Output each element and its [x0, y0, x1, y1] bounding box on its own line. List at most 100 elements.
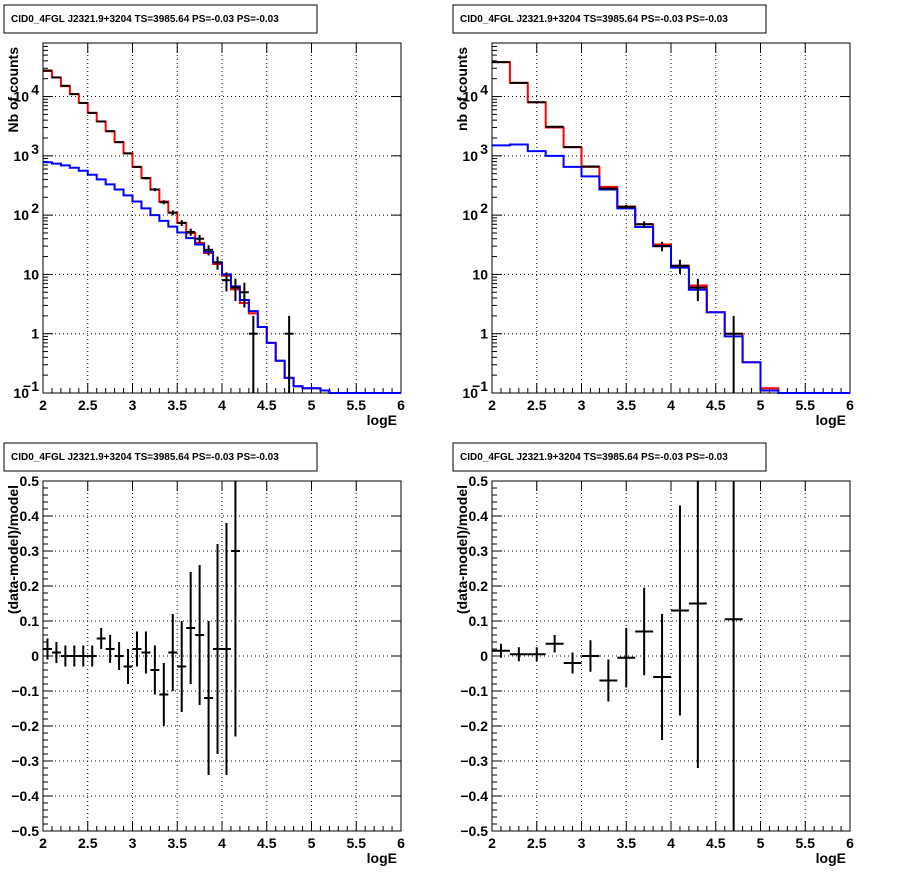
y-tick-label: 0.5 — [20, 473, 40, 489]
y-tick-label: −0.4 — [11, 788, 39, 804]
y-tick-label: 0.4 — [469, 508, 489, 524]
y-tick-label: 10 — [23, 266, 39, 282]
x-tick-label: 2.5 — [527, 835, 547, 851]
x-tick-label: 6 — [846, 835, 854, 851]
chart-title: CID0_4FGL J2321.9+3204 TS=3985.64 PS=-0.… — [460, 452, 728, 463]
x-tick-label: 3.5 — [617, 835, 637, 851]
chart-panel-4: CID0_4FGL J2321.9+3204 TS=3985.64 PS=-0.… — [452, 442, 854, 866]
y-axis-label: nb of counts — [454, 47, 470, 131]
x-tick-label: 2.5 — [78, 397, 98, 413]
y-tick-label: 1 — [31, 326, 39, 342]
y-tick-label: 10 — [13, 148, 29, 164]
y-tick-exponent: −1 — [23, 378, 39, 394]
y-tick-label: 10 — [472, 266, 488, 282]
y-tick-label: 1 — [480, 326, 488, 342]
y-tick-label: −0.5 — [460, 823, 488, 839]
y-tick-label: 0.1 — [469, 613, 489, 629]
x-axis-label: logE — [816, 412, 846, 428]
y-tick-exponent: −1 — [472, 378, 488, 394]
chart-panel-3: CID0_4FGL J2321.9+3204 TS=3985.64 PS=-0.… — [3, 442, 405, 866]
chart-title: CID0_4FGL J2321.9+3204 TS=3985.64 PS=-0.… — [11, 452, 279, 463]
y-tick-label: 10 — [462, 148, 478, 164]
x-tick-label: 6 — [846, 397, 854, 413]
chart-title-box — [452, 4, 767, 34]
y-tick-label: −0.1 — [11, 683, 39, 699]
x-tick-label: 5.5 — [796, 397, 816, 413]
y-tick-exponent: 4 — [480, 82, 488, 98]
y-axis-label: (data-model)/model — [5, 485, 21, 614]
x-tick-label: 5 — [308, 835, 316, 851]
x-tick-label: 3 — [129, 835, 137, 851]
x-tick-label: 2 — [39, 397, 47, 413]
x-tick-label: 2 — [488, 397, 496, 413]
x-tick-label: 5.5 — [796, 835, 816, 851]
x-tick-label: 4.5 — [257, 397, 277, 413]
x-tick-label: 3.5 — [168, 835, 188, 851]
y-tick-label: 10 — [462, 385, 478, 401]
y-tick-label: −0.5 — [11, 823, 39, 839]
y-tick-label: 0.1 — [20, 613, 40, 629]
x-tick-label: 4.5 — [257, 835, 277, 851]
x-tick-label: 2 — [488, 835, 496, 851]
y-tick-label: −0.3 — [460, 753, 488, 769]
y-tick-label: 10 — [13, 89, 29, 105]
x-tick-label: 2.5 — [78, 835, 98, 851]
x-axis-label: logE — [816, 850, 846, 866]
y-tick-label: −0.3 — [11, 753, 39, 769]
y-tick-label: 10 — [462, 207, 478, 223]
y-tick-exponent: 3 — [31, 141, 39, 157]
y-tick-label: 0.2 — [469, 578, 489, 594]
x-tick-label: 4 — [667, 835, 675, 851]
x-tick-label: 6 — [397, 835, 405, 851]
x-tick-label: 5 — [757, 835, 765, 851]
chart-title: CID0_4FGL J2321.9+3204 TS=3985.64 PS=-0.… — [11, 14, 279, 25]
chart-title-box — [3, 442, 318, 472]
x-tick-label: 3.5 — [617, 397, 637, 413]
x-axis-label: logE — [367, 850, 397, 866]
y-tick-label: 0.4 — [20, 508, 40, 524]
x-tick-label: 2 — [39, 835, 47, 851]
x-tick-label: 4 — [667, 397, 675, 413]
y-axis-label: (data-model)/model — [454, 485, 470, 614]
x-tick-label: 2.5 — [527, 397, 547, 413]
chart-title-box — [452, 442, 767, 472]
y-tick-exponent: 4 — [31, 82, 39, 98]
x-tick-label: 3 — [129, 397, 137, 413]
chart-title: CID0_4FGL J2321.9+3204 TS=3985.64 PS=-0.… — [460, 14, 728, 25]
y-tick-label: −0.2 — [460, 718, 488, 734]
y-tick-label: 0.3 — [20, 543, 40, 559]
x-tick-label: 4.5 — [706, 835, 726, 851]
x-tick-label: 3.5 — [168, 397, 188, 413]
chart-panel-2: CID0_4FGL J2321.9+3204 TS=3985.64 PS=-0.… — [452, 4, 854, 428]
y-tick-label: 0.2 — [20, 578, 40, 594]
y-tick-label: 10 — [13, 385, 29, 401]
x-tick-label: 5.5 — [347, 397, 367, 413]
y-tick-label: 10 — [13, 207, 29, 223]
x-axis-label: logE — [367, 412, 397, 428]
x-tick-label: 4 — [218, 835, 226, 851]
x-tick-label: 4 — [218, 397, 226, 413]
chart-panel-1: CID0_4FGL J2321.9+3204 TS=3985.64 PS=-0.… — [3, 4, 405, 428]
x-tick-label: 5 — [308, 397, 316, 413]
y-tick-label: −0.4 — [460, 788, 488, 804]
y-tick-label: 0 — [480, 648, 488, 664]
y-tick-label: −0.1 — [460, 683, 488, 699]
y-tick-exponent: 3 — [480, 141, 488, 157]
y-tick-label: −0.2 — [11, 718, 39, 734]
y-tick-exponent: 2 — [480, 200, 488, 216]
y-tick-label: 0.3 — [469, 543, 489, 559]
x-tick-label: 5.5 — [347, 835, 367, 851]
x-tick-label: 6 — [397, 397, 405, 413]
series-model-source — [43, 161, 401, 394]
x-tick-label: 4.5 — [706, 397, 726, 413]
chart-title-box — [3, 4, 318, 34]
x-tick-label: 3 — [578, 397, 586, 413]
x-tick-label: 3 — [578, 835, 586, 851]
y-tick-exponent: 2 — [31, 200, 39, 216]
y-tick-label: 10 — [462, 89, 478, 105]
y-tick-label: 0.5 — [469, 473, 489, 489]
y-axis-label: Nb of counts — [5, 47, 21, 133]
x-tick-label: 5 — [757, 397, 765, 413]
y-tick-label: 0 — [31, 648, 39, 664]
